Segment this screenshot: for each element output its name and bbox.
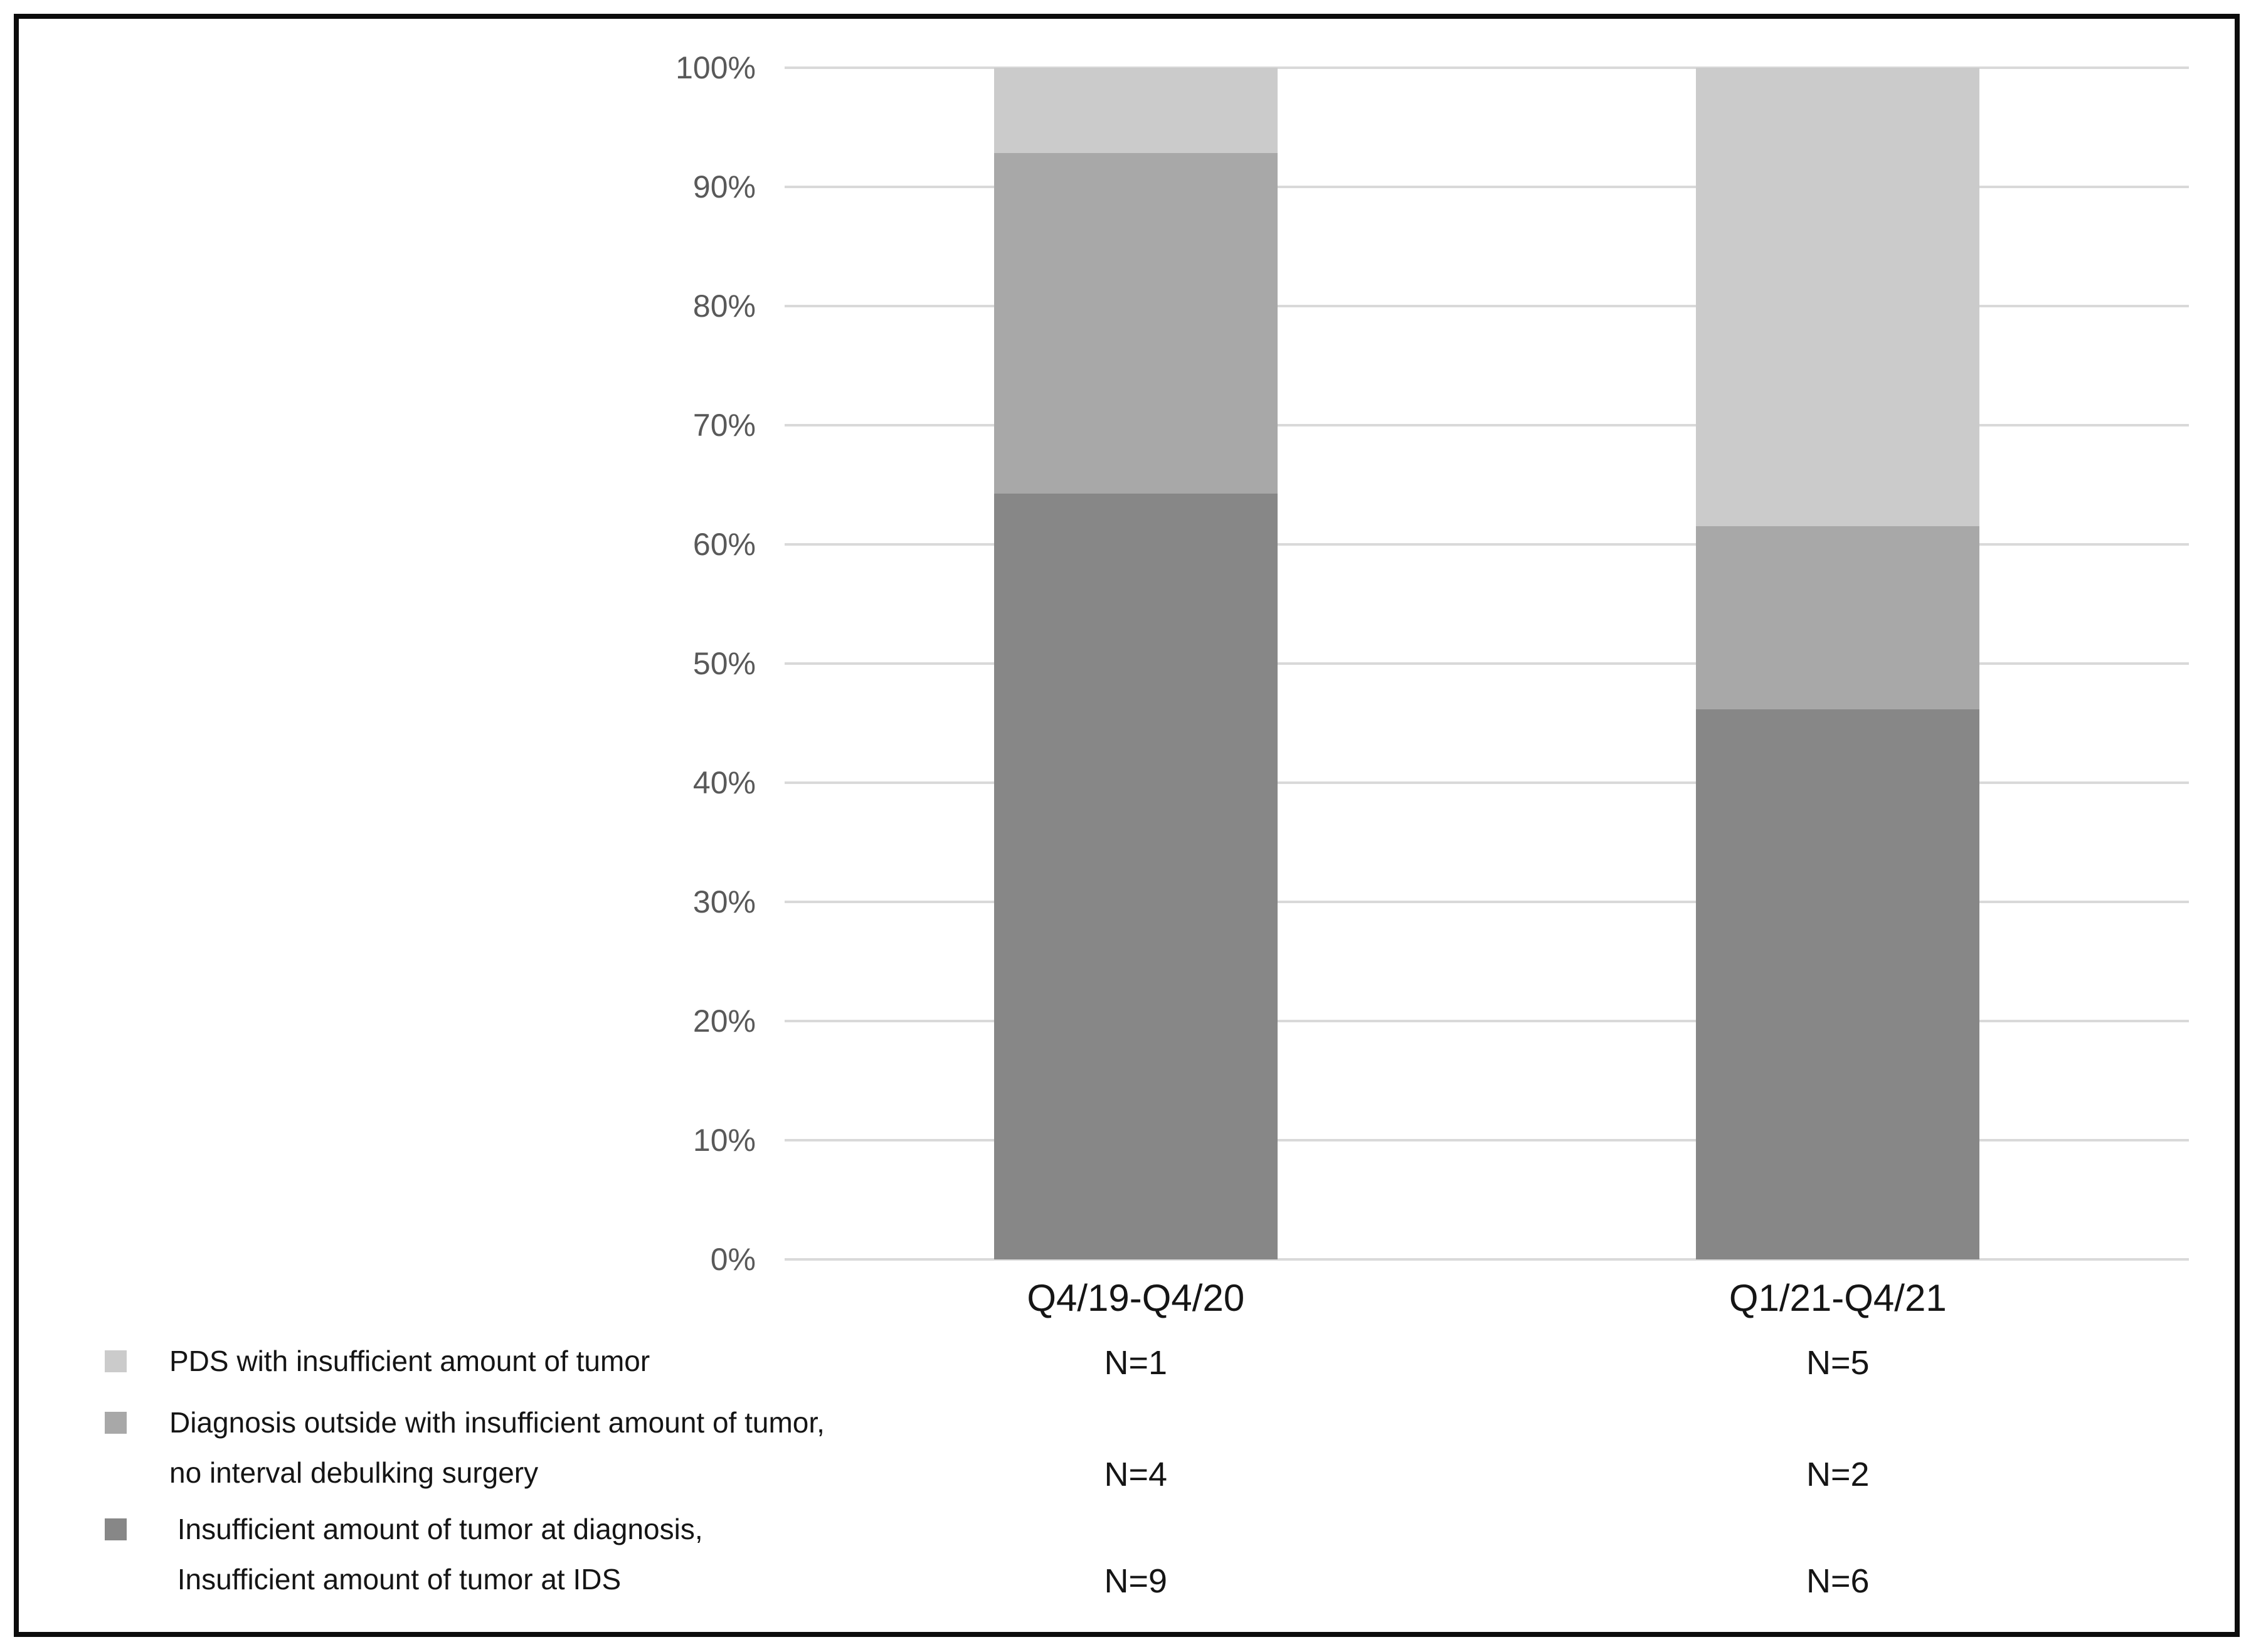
count-label: N=6 xyxy=(1806,1562,1870,1600)
y-axis-tick-label: 90% xyxy=(692,169,756,204)
legend-swatch xyxy=(105,1350,127,1372)
gridline-40% xyxy=(785,781,2189,784)
gridline-30% xyxy=(785,901,2189,903)
legend-label-line: no interval debulking surgery xyxy=(169,1456,539,1489)
y-axis-tick-label: 20% xyxy=(692,1003,756,1039)
chart-plot-area xyxy=(785,66,2189,1261)
count-label: N=1 xyxy=(1104,1344,1168,1382)
count-label: N=5 xyxy=(1806,1344,1870,1382)
count-label: N=4 xyxy=(1104,1456,1168,1493)
gridline-50% xyxy=(785,662,2189,665)
x-axis-category-label: Q4/19-Q4/20 xyxy=(1027,1277,1245,1319)
legend-swatch xyxy=(105,1412,127,1434)
y-axis-tick-label: 70% xyxy=(692,408,756,443)
gridline-20% xyxy=(785,1020,2189,1022)
y-axis-tick-label: 10% xyxy=(692,1123,756,1158)
legend-label-line: PDS with insufficient amount of tumor xyxy=(169,1345,650,1377)
figure-frame xyxy=(14,14,2240,1637)
gridline-80% xyxy=(785,305,2189,307)
y-axis-tick-label: 50% xyxy=(692,646,756,681)
bar-segment-2-1 xyxy=(1696,709,1980,1259)
legend-label-line: Insufficient amount of tumor at IDS xyxy=(169,1563,622,1596)
bar-segment-1-1 xyxy=(993,493,1278,1259)
gridline-60% xyxy=(785,543,2189,546)
gridline-90% xyxy=(785,186,2189,188)
y-axis-tick-label: 100% xyxy=(675,50,756,85)
legend-label-line: Insufficient amount of tumor at diagnosi… xyxy=(169,1513,703,1545)
y-axis-tick-label: 60% xyxy=(692,527,756,562)
count-label: N=2 xyxy=(1806,1456,1870,1493)
y-axis-tick-label: 0% xyxy=(710,1242,756,1277)
gridline-70% xyxy=(785,424,2189,426)
gridline-10% xyxy=(785,1139,2189,1141)
y-axis-tick-label: 30% xyxy=(692,884,756,919)
gridline-100% xyxy=(785,66,2189,69)
y-axis-tick-label: 80% xyxy=(692,289,756,324)
legend-label-line: Diagnosis outside with insufficient amou… xyxy=(169,1406,825,1439)
count-label: N=9 xyxy=(1104,1562,1168,1600)
x-axis-category-label: Q1/21-Q4/21 xyxy=(1729,1277,1947,1319)
gridline-0% xyxy=(785,1258,2189,1261)
legend-swatch xyxy=(105,1518,127,1540)
y-axis-tick-label: 40% xyxy=(692,765,756,800)
